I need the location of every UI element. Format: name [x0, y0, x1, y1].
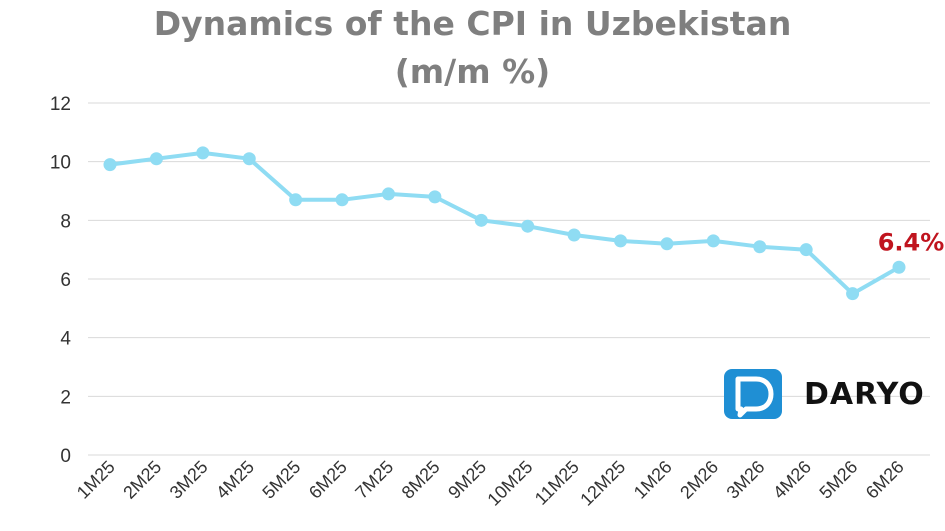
x-tick-label: 3M25 — [166, 457, 212, 503]
y-tick-label: 10 — [50, 153, 71, 174]
data-point — [799, 243, 813, 257]
chart-title: Dynamics of the CPI in Uzbekistan — [153, 4, 792, 43]
data-point — [846, 287, 860, 301]
last-value-callout: 6.4% — [878, 228, 945, 256]
data-point — [103, 158, 117, 172]
x-tick-label: 2M26 — [676, 457, 722, 503]
grid-lines — [88, 102, 930, 456]
x-tick-label: 11M25 — [531, 457, 583, 509]
x-tick-label: 8M25 — [398, 457, 444, 503]
series-line — [109, 150, 900, 296]
data-point — [567, 228, 581, 242]
y-tick-label: 2 — [60, 387, 71, 408]
x-tick-label: 6M26 — [862, 457, 908, 503]
x-tick-label: 10M25 — [483, 457, 536, 510]
data-point — [149, 152, 163, 166]
y-tick-label: 12 — [50, 94, 71, 115]
data-point — [706, 234, 720, 248]
x-tick-label: 5M25 — [258, 457, 304, 503]
data-point — [474, 213, 488, 227]
y-axis-ticks: 0 2 4 6 8 10 12 — [50, 94, 72, 467]
data-point — [521, 219, 535, 233]
x-tick-label: 7M25 — [351, 457, 397, 503]
chart-subtitle: (m/m %) — [394, 52, 551, 91]
data-point — [660, 237, 674, 251]
x-tick-label: 6M25 — [305, 457, 351, 503]
data-point — [892, 260, 906, 274]
x-tick-label: 1M25 — [73, 457, 119, 503]
data-point — [289, 193, 303, 207]
x-tick-label: 5M26 — [815, 457, 861, 503]
data-point — [753, 240, 767, 254]
data-point — [335, 193, 349, 207]
x-tick-label: 12M25 — [576, 457, 629, 510]
data-point — [196, 146, 210, 160]
x-tick-label: 4M26 — [769, 457, 815, 503]
x-axis-ticks: 1M25 2M25 3M25 4M25 5M25 6M25 7M25 8M25 9M2510M2… — [73, 457, 908, 510]
data-point — [381, 187, 395, 201]
x-tick-label: 1M26 — [630, 457, 676, 503]
logo-wordmark: DARYO — [804, 377, 925, 412]
y-tick-label: 8 — [60, 211, 71, 232]
data-point — [614, 234, 628, 248]
speech-bubble-icon — [724, 369, 782, 419]
data-point — [428, 190, 442, 204]
cpi-line — [109, 150, 900, 296]
y-tick-label: 4 — [60, 329, 71, 350]
series-points — [103, 146, 906, 301]
data-point — [242, 152, 256, 166]
x-tick-label: 3M26 — [723, 457, 769, 503]
y-tick-label: 0 — [60, 446, 71, 467]
x-tick-label: 2M25 — [119, 457, 165, 503]
x-tick-label: 4M25 — [212, 457, 258, 503]
daryo-logo: DARYO — [724, 369, 924, 421]
y-tick-label: 6 — [60, 270, 71, 291]
